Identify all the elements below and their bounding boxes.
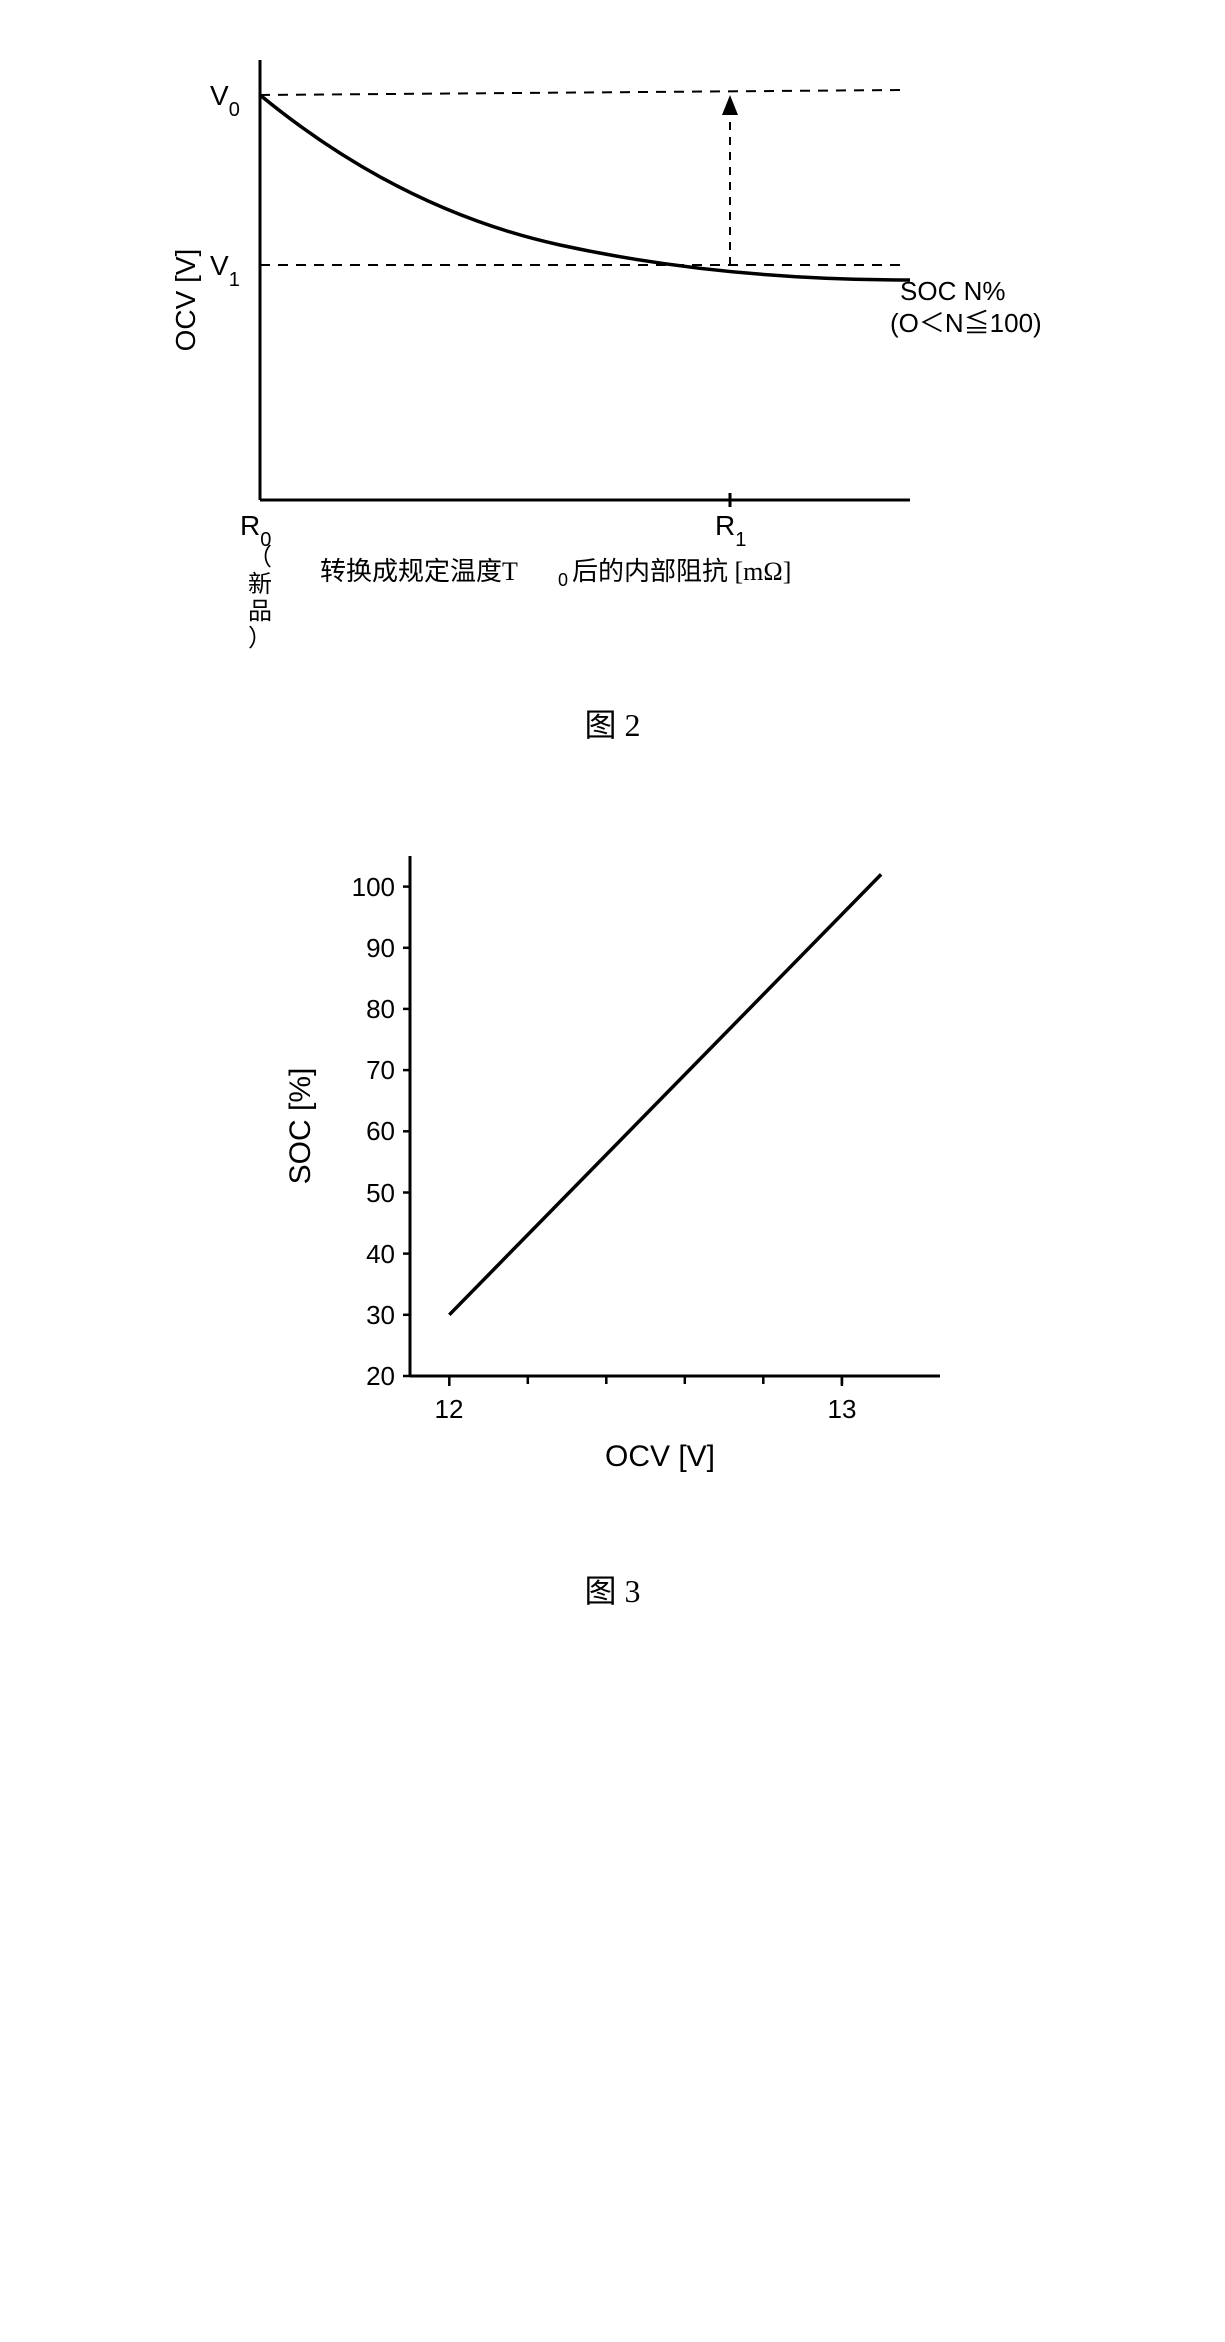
fig2-r0-note-3: 品: [248, 599, 272, 625]
fig3-ytick-30: 30: [366, 1300, 395, 1330]
fig3-ytick-20: 20: [366, 1361, 395, 1391]
fig3-ytick-90: 90: [366, 933, 395, 963]
fig3-ytick-70: 70: [366, 1055, 395, 1085]
fig2-x-label-part2: 后的内部阻抗 [mΩ]: [572, 557, 791, 586]
figure-2-chart: OCV [V] V0 V1 R0 R1 （ 新 品 ） 转换成规定温度T 0 后…: [140, 40, 1040, 660]
figure-3-block: 20 30 40 50 60 70 80 90 100: [80, 826, 1145, 1612]
figure-2-block: OCV [V] V0 V1 R0 R1 （ 新 品 ） 转换成规定温度T 0 后…: [80, 40, 1145, 746]
fig3-x-ticks: 12 13: [435, 1376, 857, 1424]
fig2-r0-note-4: ）: [248, 626, 272, 652]
figure-3-chart: 20 30 40 50 60 70 80 90 100: [260, 826, 1010, 1526]
fig3-y-ticks: 20 30 40 50 60 70 80 90 100: [352, 872, 410, 1391]
figure-3-caption: 图 3: [80, 1566, 1145, 1612]
fig2-v1-tick: V1: [210, 250, 240, 291]
fig2-x-label-part1: 转换成规定温度T: [320, 557, 518, 586]
fig3-ytick-60: 60: [366, 1116, 395, 1146]
fig2-r1-tick-label: R1: [715, 510, 746, 551]
fig3-ytick-80: 80: [366, 994, 395, 1024]
fig3-x-label: OCV [V]: [605, 1440, 715, 1473]
fig2-annotation-line2: (O＜N≦100): [890, 308, 1040, 338]
fig2-v0-tick: V0: [210, 80, 240, 121]
fig3-data-line: [449, 874, 881, 1314]
fig3-ytick-100: 100: [352, 872, 395, 902]
fig2-v0-line: [260, 90, 900, 95]
fig2-r0-note-1: （: [248, 545, 272, 571]
fig2-curve: [260, 95, 910, 280]
fig2-annotation-line1: SOC N%: [900, 276, 1005, 306]
fig2-r0-note-2: 新: [248, 571, 272, 598]
fig2-arrow-head: [722, 95, 738, 115]
fig3-xtick-12: 12: [435, 1394, 464, 1424]
fig3-ytick-50: 50: [366, 1178, 395, 1208]
figure-2-caption: 图 2: [80, 700, 1145, 746]
fig2-y-label: OCV [V]: [170, 249, 201, 352]
fig3-y-label: SOC [%]: [284, 1068, 317, 1185]
fig3-ytick-40: 40: [366, 1239, 395, 1269]
fig2-x-label-sub: 0: [558, 570, 568, 590]
fig3-xtick-13: 13: [828, 1394, 857, 1424]
